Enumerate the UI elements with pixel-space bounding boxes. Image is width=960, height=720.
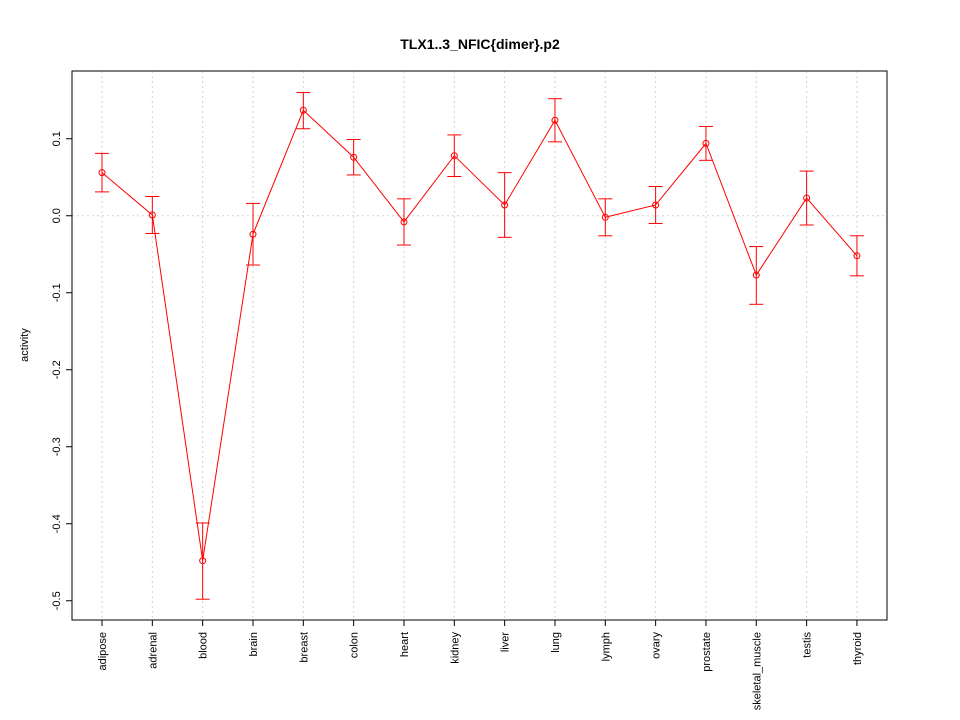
y-axis-label: activity (19, 328, 31, 362)
y-tick-label: -0.1 (51, 283, 63, 302)
error-bar (346, 139, 361, 176)
error-bar (396, 198, 411, 246)
data-point (98, 169, 106, 177)
error-bar (547, 98, 562, 143)
error-bar (749, 246, 764, 305)
data-point (803, 194, 811, 202)
y-tick-label: -0.2 (51, 360, 63, 379)
x-tick-label: lymph (600, 632, 612, 661)
y-tick-label: -0.4 (51, 514, 63, 533)
y-tick-label: 0.1 (51, 131, 63, 146)
plot-frame (71, 70, 888, 621)
data-point (501, 201, 509, 209)
error-bar (195, 522, 210, 600)
chart-title: TLX1..3_NFIC{dimer}.p2 (400, 36, 560, 52)
error-bar (799, 170, 814, 226)
data-point (350, 153, 358, 161)
error-bar (648, 185, 663, 224)
x-tick-label: skeletal_muscle (751, 632, 763, 710)
error-bar (145, 196, 160, 234)
data-point (450, 152, 458, 160)
x-tick-label: testis (802, 632, 814, 658)
x-tick-label: liver (500, 632, 512, 653)
data-point (148, 211, 156, 219)
error-bar (849, 235, 864, 277)
x-tick-label: ovary (651, 632, 663, 659)
x-tick-label: colon (349, 632, 361, 658)
error-bar (245, 202, 260, 266)
error-bar (95, 152, 109, 193)
x-tick-label: adipose (97, 632, 109, 671)
x-tick-label: heart (399, 632, 411, 657)
x-tick-label: lung (550, 632, 562, 653)
y-tick-label: 0.0 (51, 208, 63, 223)
x-tick-label: adrenal (147, 632, 159, 669)
axes: -0.5 -0.4 -0.3 -0.2 -0.1 0.0 0.1 adipose adrenal… (51, 70, 888, 710)
series-line (101, 109, 858, 561)
x-tick-label: thyroid (852, 632, 864, 665)
error-bar (698, 125, 713, 161)
data-point (652, 201, 660, 209)
y-tick-label: -0.3 (51, 437, 63, 456)
series-layer (95, 92, 864, 600)
y-tick-label: -0.5 (51, 591, 63, 610)
error-bar (296, 92, 311, 130)
x-tick-label: prostate (701, 632, 713, 672)
data-point (702, 139, 710, 147)
x-tick-label: blood (198, 632, 210, 659)
error-bar (598, 198, 613, 237)
data-point (299, 106, 307, 114)
x-tick-label: kidney (449, 632, 461, 664)
data-point (400, 218, 408, 226)
x-tick-label: breast (298, 632, 310, 663)
error-bar (447, 134, 462, 177)
data-point (853, 252, 861, 260)
data-point (249, 230, 257, 238)
data-point (601, 213, 609, 221)
data-point (199, 557, 207, 565)
x-tick-label: brain (248, 632, 260, 656)
data-point (551, 116, 559, 124)
data-point (752, 271, 760, 279)
grid (72, 71, 887, 620)
error-bar (497, 172, 512, 238)
